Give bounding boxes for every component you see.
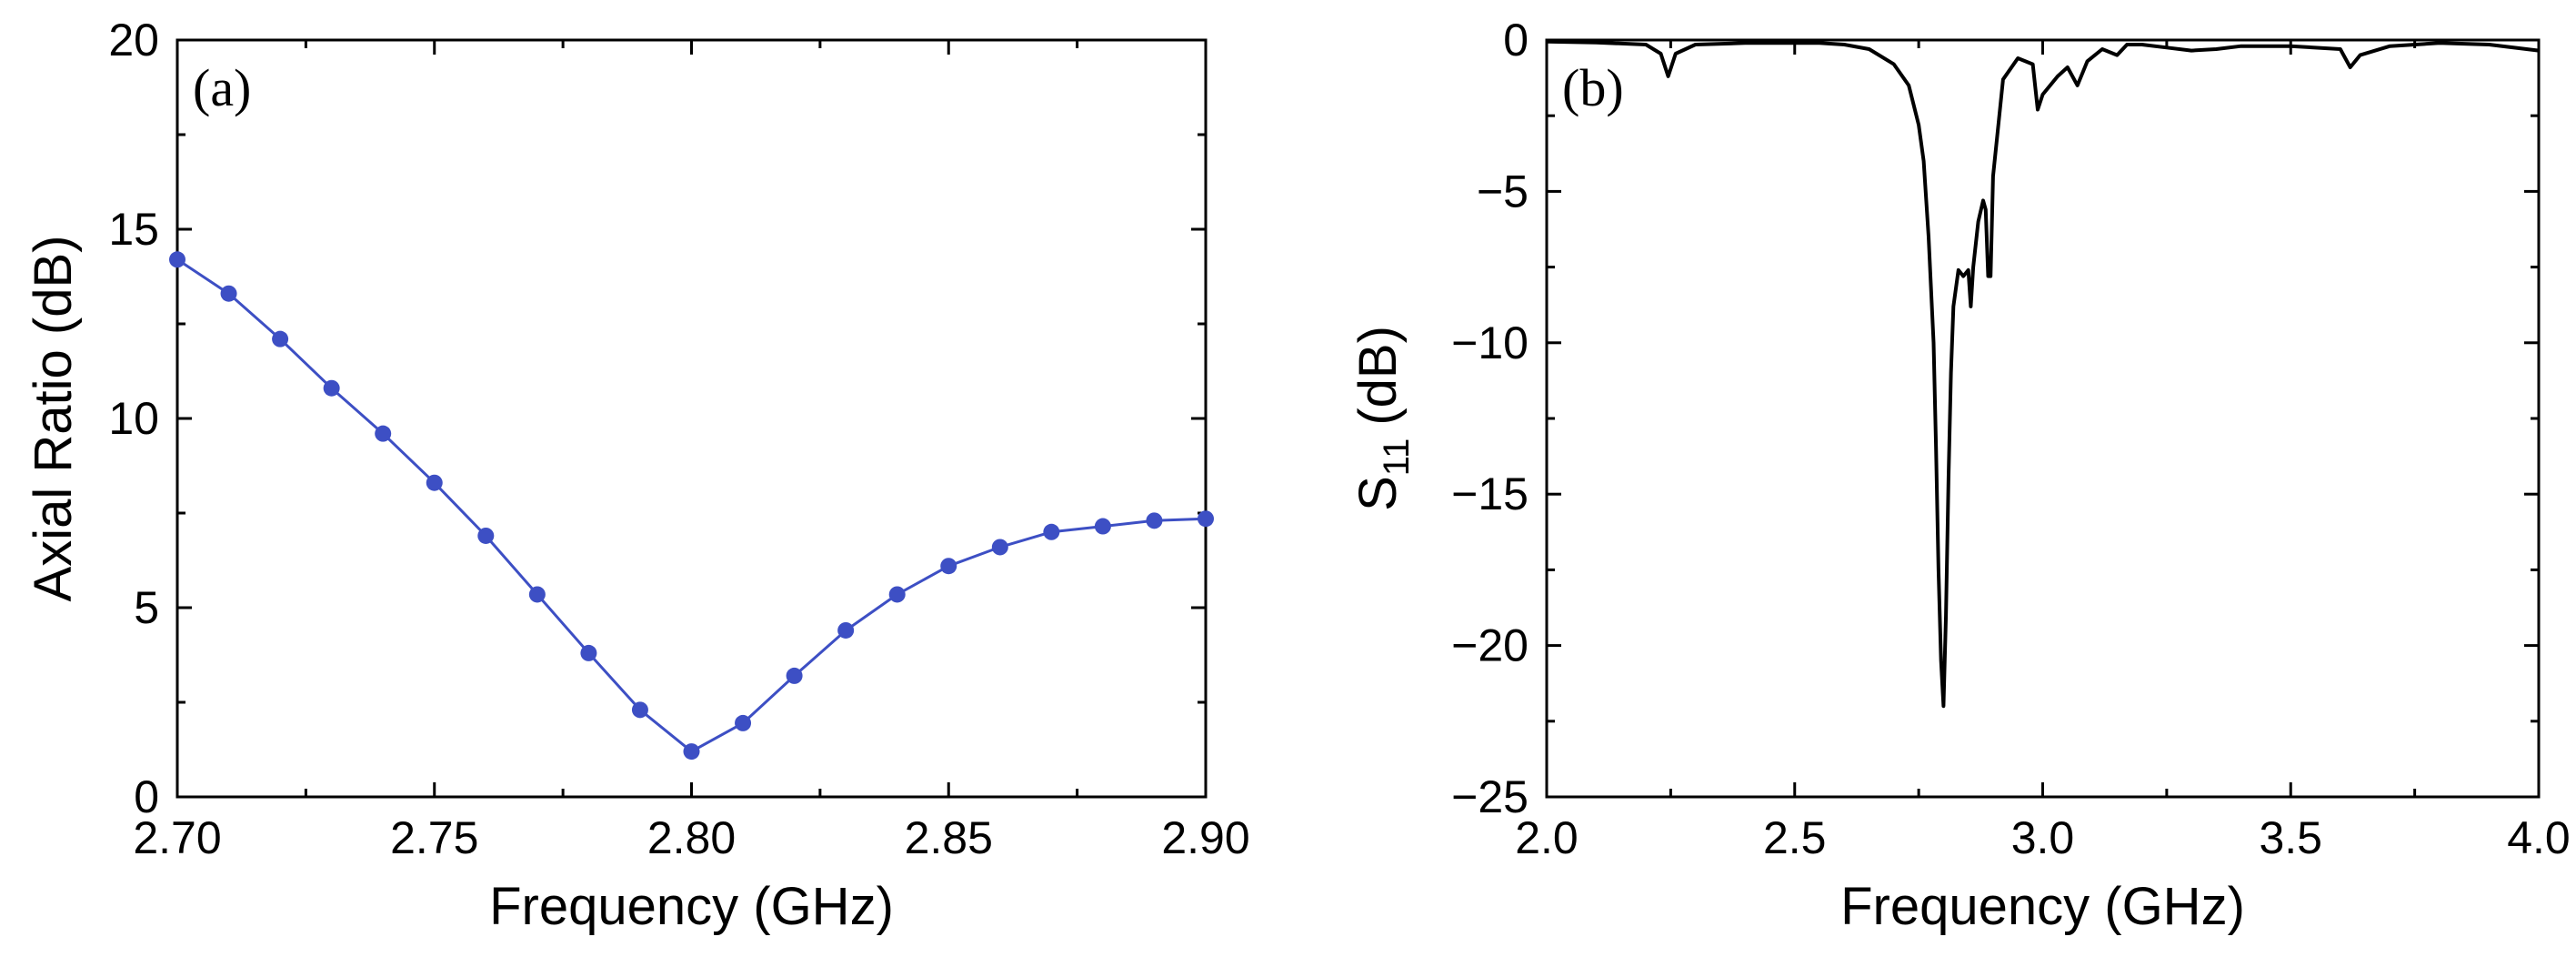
y-axis-title: Axial Ratio (dB) bbox=[24, 236, 83, 602]
data-point bbox=[1146, 512, 1163, 529]
data-point bbox=[888, 586, 906, 603]
data-point bbox=[323, 379, 340, 397]
y-tick-label: −15 bbox=[1451, 468, 1529, 519]
x-axis-title: Frequency (GHz) bbox=[489, 877, 894, 936]
x-tick-label: 2.75 bbox=[390, 812, 478, 863]
panel-label: (b) bbox=[1562, 58, 1624, 117]
data-point bbox=[220, 285, 237, 302]
data-point bbox=[528, 586, 546, 603]
data-point bbox=[735, 714, 752, 731]
y-axis-title: S11 (dB) bbox=[1348, 326, 1417, 511]
data-point bbox=[683, 743, 700, 761]
data-point bbox=[169, 251, 185, 268]
panel-label: (a) bbox=[193, 58, 251, 117]
chart-panel-b: 2.0 2.5 3.0 3.5 4.0 0 −5 −10 −15 −20 −25 (b) Frequen… bbox=[1348, 15, 2571, 936]
data-point bbox=[631, 701, 648, 719]
data-point bbox=[375, 425, 392, 442]
series-line bbox=[1546, 39, 2540, 709]
y-tick-label: −5 bbox=[1477, 166, 1529, 217]
y-tick-label: 0 bbox=[134, 771, 159, 822]
data-point bbox=[426, 474, 443, 491]
data-point bbox=[1043, 523, 1060, 540]
x-tick-label: 2.80 bbox=[647, 812, 736, 863]
x-axis-title: Frequency (GHz) bbox=[1840, 877, 2245, 936]
data-point bbox=[272, 330, 289, 348]
data-point bbox=[1094, 518, 1111, 535]
x-tick-label: 2.0 bbox=[1515, 812, 1579, 863]
x-tick-label: 2.90 bbox=[1161, 812, 1249, 863]
plot-frame bbox=[1545, 38, 2541, 799]
data-point bbox=[991, 539, 1008, 556]
y-tick-label: −25 bbox=[1451, 771, 1529, 822]
y-tick-label: 15 bbox=[108, 204, 159, 255]
x-tick-label: 3.5 bbox=[2259, 812, 2322, 863]
data-point bbox=[1198, 510, 1214, 528]
x-tick-label: 2.5 bbox=[1763, 812, 1827, 863]
chart-panel-a: 2.70 2.75 2.80 2.85 2.90 0 5 10 15 20 (a) Frequency… bbox=[24, 15, 1250, 936]
data-point bbox=[477, 527, 495, 544]
y-axis-title-subscript: 11 bbox=[1377, 438, 1417, 477]
y-tick-label: 20 bbox=[108, 15, 159, 65]
plot-frame bbox=[175, 38, 1208, 799]
y-tick-label: 5 bbox=[134, 582, 159, 633]
data-point bbox=[580, 644, 597, 661]
y-tick-label: 0 bbox=[1503, 15, 1529, 65]
y-tick-label: −20 bbox=[1451, 620, 1529, 671]
data-point bbox=[786, 667, 803, 684]
y-tick-label: 10 bbox=[108, 393, 159, 444]
y-tick-label: −10 bbox=[1451, 317, 1529, 368]
y-axis-title-main: S bbox=[1348, 476, 1408, 511]
x-tick-label: 3.0 bbox=[2011, 812, 2075, 863]
data-point bbox=[837, 621, 855, 639]
y-axis-title-unit: (dB) bbox=[1348, 326, 1408, 426]
x-tick-label: 2.70 bbox=[133, 812, 221, 863]
x-tick-label: 2.85 bbox=[905, 812, 993, 863]
series-line bbox=[176, 258, 1207, 753]
data-point bbox=[940, 558, 957, 575]
x-tick-label: 4.0 bbox=[2507, 812, 2571, 863]
